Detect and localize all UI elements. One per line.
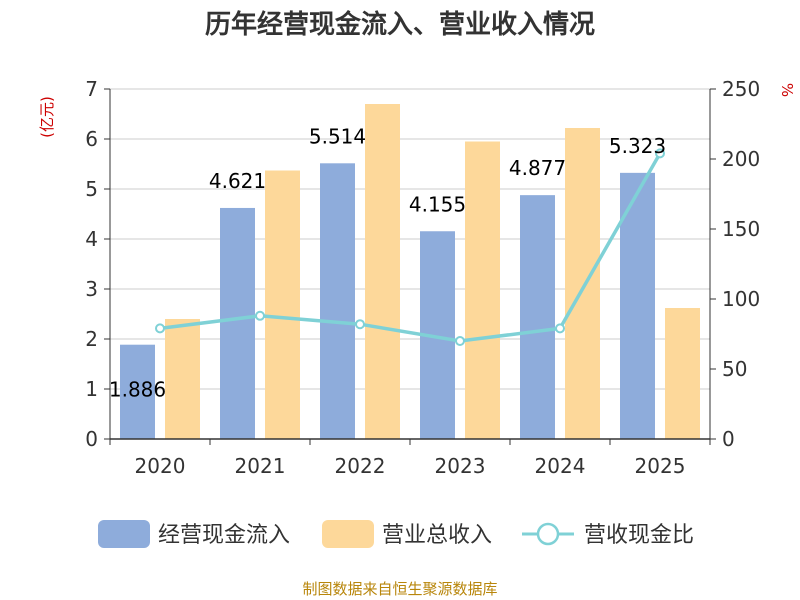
left-tick-label: 6 (85, 127, 98, 151)
right-tick-label: 100 (722, 287, 760, 311)
left-tick-label: 2 (85, 327, 98, 351)
bar-cash-inflow (620, 172, 655, 439)
ratio-point (355, 319, 365, 330)
left-axis-unit: (亿元) (38, 96, 56, 138)
bar-revenue (265, 170, 300, 439)
legend-label-revenue: 营业总收入 (382, 523, 492, 548)
data-label: 4.621 (209, 169, 266, 193)
bar-revenue (565, 128, 600, 439)
x-tick-label: 2024 (535, 454, 586, 478)
ratio-point (455, 336, 465, 346)
left-tick-label: 0 (85, 427, 98, 451)
bar-revenue (665, 308, 700, 439)
legend-swatch-ratio-marker (536, 522, 560, 546)
bar-cash-inflow (320, 163, 355, 440)
legend-swatch-cash-inflow (98, 520, 150, 548)
x-tick-label: 2023 (435, 454, 486, 478)
right-tick-label: 150 (722, 217, 760, 241)
bar-cash-inflow (520, 195, 555, 439)
legend-label-cash-inflow: 经营现金流入 (158, 523, 290, 548)
right-tick-label: 0 (722, 427, 735, 451)
data-label: 1.886 (109, 378, 166, 402)
left-tick-label: 5 (85, 177, 98, 201)
bar-revenue (365, 104, 400, 439)
gridlines (110, 88, 710, 390)
chart-title: 历年经营现金流入、营业收入情况 (205, 9, 595, 40)
ratio-point (255, 310, 265, 321)
right-axis-unit: % (778, 83, 796, 97)
right-tick-label: 250 (722, 77, 760, 101)
right-tick-label: 200 (722, 147, 760, 171)
left-tick-label: 3 (85, 277, 98, 301)
source-note: 制图数据来自恒生聚源数据库 (302, 580, 497, 598)
x-tick-label: 2025 (635, 454, 686, 478)
bar-cash-inflow (120, 344, 155, 439)
right-tick-label: 50 (722, 357, 747, 381)
ratio-point (155, 323, 165, 334)
ratio-line-path (159, 152, 662, 343)
x-tick-label: 2022 (335, 454, 386, 478)
legend: 经营现金流入 营业总收入 营收现金比 (98, 520, 694, 548)
data-label: 5.514 (309, 124, 366, 148)
data-label: 4.877 (509, 156, 566, 180)
left-tick-label: 1 (85, 377, 98, 401)
x-tick-label: 2021 (235, 454, 286, 478)
x-tick-label: 2020 (135, 454, 186, 478)
left-tick-label: 4 (85, 227, 98, 251)
axes: 0 1 2 3 4 5 6 7 0 50 100 150 200 250 2020 2021 2022 2023 2… (85, 77, 760, 478)
bar-revenue (165, 319, 200, 439)
legend-swatch-revenue (322, 520, 374, 548)
data-label: 4.155 (409, 192, 466, 216)
ratio-point (555, 323, 565, 334)
ratio-point (655, 148, 665, 159)
left-tick-label: 7 (85, 77, 98, 101)
data-label: 5.323 (609, 134, 666, 158)
ratio-line (155, 148, 665, 346)
bar-cash-inflow (220, 207, 255, 439)
legend-label-ratio: 营收现金比 (584, 523, 694, 548)
data-labels: 1.886 4.621 5.514 4.155 4.877 5.323 (109, 124, 666, 401)
bar-revenue (465, 141, 500, 439)
bars (120, 104, 700, 440)
